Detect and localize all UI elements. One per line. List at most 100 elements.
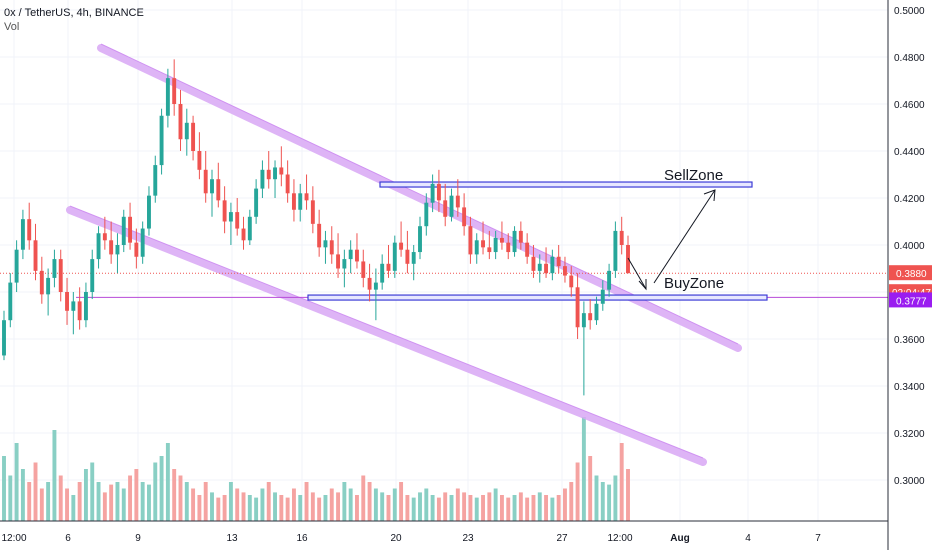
candle-body [468, 226, 473, 255]
candle-body [191, 122, 196, 151]
candle-body [153, 165, 158, 196]
volume-bar [468, 495, 473, 521]
x-tick-label: 13 [226, 533, 238, 544]
candle-body [449, 195, 454, 217]
volume-bar [46, 482, 51, 521]
volume-bar [418, 492, 422, 521]
lower-channel-line-edge [69, 205, 704, 459]
y-tick-label: 0.4400 [894, 147, 925, 158]
candle-body [487, 247, 492, 253]
volume-bar [147, 484, 151, 521]
candle-body [291, 193, 296, 210]
candle-body [613, 230, 618, 271]
candle-body [481, 240, 485, 248]
volume-bar [449, 495, 454, 521]
volume-bar [626, 469, 630, 521]
volume-bar [556, 495, 561, 521]
candle-body [33, 240, 38, 271]
candle-body [83, 292, 88, 321]
x-tick-label: 27 [556, 533, 568, 544]
arrow-up-line [653, 189, 716, 284]
volume-bar [481, 495, 485, 521]
candle-body [411, 252, 416, 264]
candle-body [310, 200, 315, 224]
volume-bar [247, 495, 252, 521]
volume-bar [260, 488, 265, 521]
volume-bar [304, 482, 309, 521]
candle-body [512, 230, 517, 253]
volume-bar [569, 482, 574, 521]
candle-body [607, 270, 612, 290]
candle-body [140, 228, 145, 257]
candle-body [52, 259, 57, 278]
candle-body [405, 249, 410, 264]
grid-layer [0, 0, 888, 521]
candle-body [506, 242, 511, 253]
candle-body [588, 313, 593, 321]
volume-bar [159, 456, 164, 521]
candle-body [115, 245, 120, 255]
volume-bar [266, 482, 271, 521]
candle-body [317, 223, 322, 248]
volume-bar [102, 492, 107, 521]
candle-body [493, 237, 498, 253]
candle-body [336, 254, 341, 269]
volume-bar [184, 482, 189, 521]
y-tick-label: 0.4000 [894, 241, 925, 252]
candle-body [355, 249, 359, 262]
candle-body [178, 104, 183, 140]
y-tick-label: 0.5000 [894, 6, 925, 17]
candle-body [418, 226, 422, 253]
candle-body [399, 242, 404, 250]
volume-label: Vol [4, 21, 20, 33]
volume-bar [222, 495, 227, 521]
volume-bar [121, 488, 126, 521]
volume-bar [140, 482, 145, 521]
volume-bar [575, 462, 580, 521]
volume-bar [134, 469, 139, 521]
volume-bar [455, 488, 460, 521]
candle-body [373, 282, 378, 290]
candle-body [285, 174, 290, 194]
volume-bar [600, 482, 605, 521]
candle-body [436, 183, 441, 201]
volume-bar [436, 497, 441, 521]
arrow-down-line [627, 257, 647, 290]
candle-body [518, 230, 523, 243]
volume-bar [430, 495, 435, 521]
x-tick-label: 20 [390, 533, 402, 544]
volume-bar [499, 495, 504, 521]
candle-body [298, 193, 303, 210]
candle-body [172, 78, 177, 104]
volume-bar [613, 475, 618, 521]
volume-bar [128, 475, 133, 521]
candle-body [424, 202, 429, 227]
candle-body [216, 179, 221, 201]
buy-zone-box [307, 294, 768, 301]
candle-body [14, 249, 19, 283]
sell-zone-box [379, 181, 753, 188]
candle-body [260, 169, 265, 189]
candle-body [531, 256, 536, 271]
volume-bar [323, 495, 328, 521]
volume-bar [310, 492, 315, 521]
volume-bar [512, 495, 517, 521]
lower-channel-line [66, 206, 707, 466]
candle-body [499, 237, 504, 243]
volume-bar [588, 456, 593, 521]
candle-body [342, 259, 347, 269]
candle-body [323, 240, 328, 248]
y-tick-label: 0.3400 [894, 382, 925, 393]
candle-body [594, 303, 599, 321]
candle-body [77, 301, 82, 321]
volume-bar [33, 462, 38, 521]
volume-bar [537, 492, 542, 521]
candle-body [184, 122, 189, 140]
candle-body [241, 228, 246, 241]
volume-bar [487, 492, 492, 521]
arrow-up-head [703, 189, 716, 202]
volume-bar [405, 495, 410, 521]
